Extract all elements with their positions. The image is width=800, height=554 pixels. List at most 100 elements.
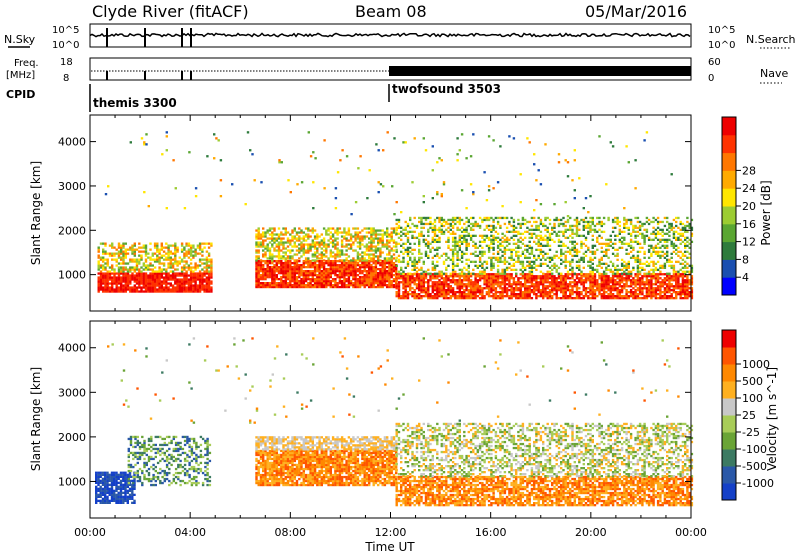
data-cell [354, 285, 357, 289]
data-cell [318, 278, 321, 281]
data-cell [544, 258, 547, 261]
data-cell [106, 262, 109, 265]
data-cell [122, 270, 125, 273]
data-cell [390, 285, 393, 289]
data-cell [153, 284, 157, 287]
data-cell [645, 216, 649, 220]
data-cell [539, 264, 543, 267]
data-cell [427, 216, 430, 220]
data-cell [115, 278, 118, 281]
data-cell [295, 280, 299, 283]
data-cell [409, 279, 412, 282]
data-cell [553, 287, 556, 290]
data-cell [647, 291, 651, 294]
data-cell [465, 238, 468, 241]
data-cell [383, 262, 387, 265]
data-cell [438, 273, 441, 276]
data-cell [176, 246, 179, 249]
data-cell [372, 282, 375, 285]
data-cell [322, 282, 326, 285]
data-cell [271, 255, 274, 258]
data-cell [368, 231, 371, 234]
data-cell [370, 264, 373, 267]
data-cell [569, 228, 572, 231]
data-cell [386, 276, 389, 279]
data-cell [320, 233, 323, 236]
data-cell [413, 256, 416, 259]
data-cell [449, 272, 452, 275]
data-cell [198, 290, 202, 293]
data-cell [138, 250, 141, 253]
data-cell [571, 224, 574, 228]
data-cell [456, 244, 459, 247]
data-cell [440, 289, 443, 292]
data-cell [340, 231, 344, 234]
data-cell [349, 282, 353, 285]
data-cell [262, 239, 265, 242]
data-cell [528, 220, 531, 224]
data-cell [557, 266, 561, 269]
data-cell [490, 240, 493, 243]
data-cell [153, 276, 157, 279]
data-cell [153, 244, 157, 247]
data-cell [438, 270, 441, 273]
data-cell [277, 278, 281, 281]
data-cell [690, 275, 694, 278]
data-cell [162, 254, 166, 257]
data-cell [580, 234, 583, 237]
data-cell [560, 283, 563, 286]
data-cell [309, 243, 312, 246]
data-cell [521, 264, 525, 267]
data-cell [162, 272, 166, 275]
data-cell [632, 268, 635, 271]
data-cell [111, 272, 114, 275]
data-cell [102, 288, 105, 291]
data-cell [255, 262, 258, 265]
data-cell [395, 241, 398, 244]
data-cell [638, 224, 642, 228]
data-cell [361, 262, 364, 265]
data-cell [383, 278, 387, 281]
data-cell [645, 230, 649, 233]
data-cell [503, 285, 507, 288]
data-cell [440, 224, 443, 228]
data-cell [548, 266, 552, 269]
data-cell [501, 283, 504, 286]
data-cell [111, 242, 114, 245]
data-cell [546, 285, 549, 288]
data-cell [340, 270, 344, 273]
data-cell [207, 290, 211, 293]
data-cell [192, 246, 195, 249]
data-cell [575, 228, 579, 231]
data-cell [422, 289, 425, 292]
data-cell [602, 270, 606, 273]
data-cell [397, 258, 401, 261]
data-cell [318, 274, 321, 277]
data-cell [512, 291, 516, 294]
data-cell [171, 244, 175, 247]
data-cell [485, 260, 489, 263]
data-cell [632, 224, 635, 228]
data-cell [451, 254, 455, 257]
data-cell [268, 255, 272, 258]
data-cell [641, 234, 644, 237]
data-cell [420, 295, 423, 298]
data-cell [618, 281, 621, 284]
data-cell [338, 282, 342, 285]
data-cell [530, 234, 534, 237]
data-cell [377, 280, 380, 283]
data-cell [316, 255, 319, 258]
data-cell [454, 232, 457, 235]
data-cell [201, 282, 204, 285]
data-cell [418, 285, 421, 288]
data-cell [677, 279, 680, 282]
data-cell [347, 268, 351, 271]
data-cell [548, 281, 552, 284]
data-cell [388, 233, 391, 236]
data-cell [386, 227, 389, 230]
data-cell [433, 234, 437, 237]
data-cell [591, 246, 594, 249]
data-cell [113, 246, 116, 249]
data-cell [147, 288, 150, 291]
data-cell [526, 264, 529, 267]
